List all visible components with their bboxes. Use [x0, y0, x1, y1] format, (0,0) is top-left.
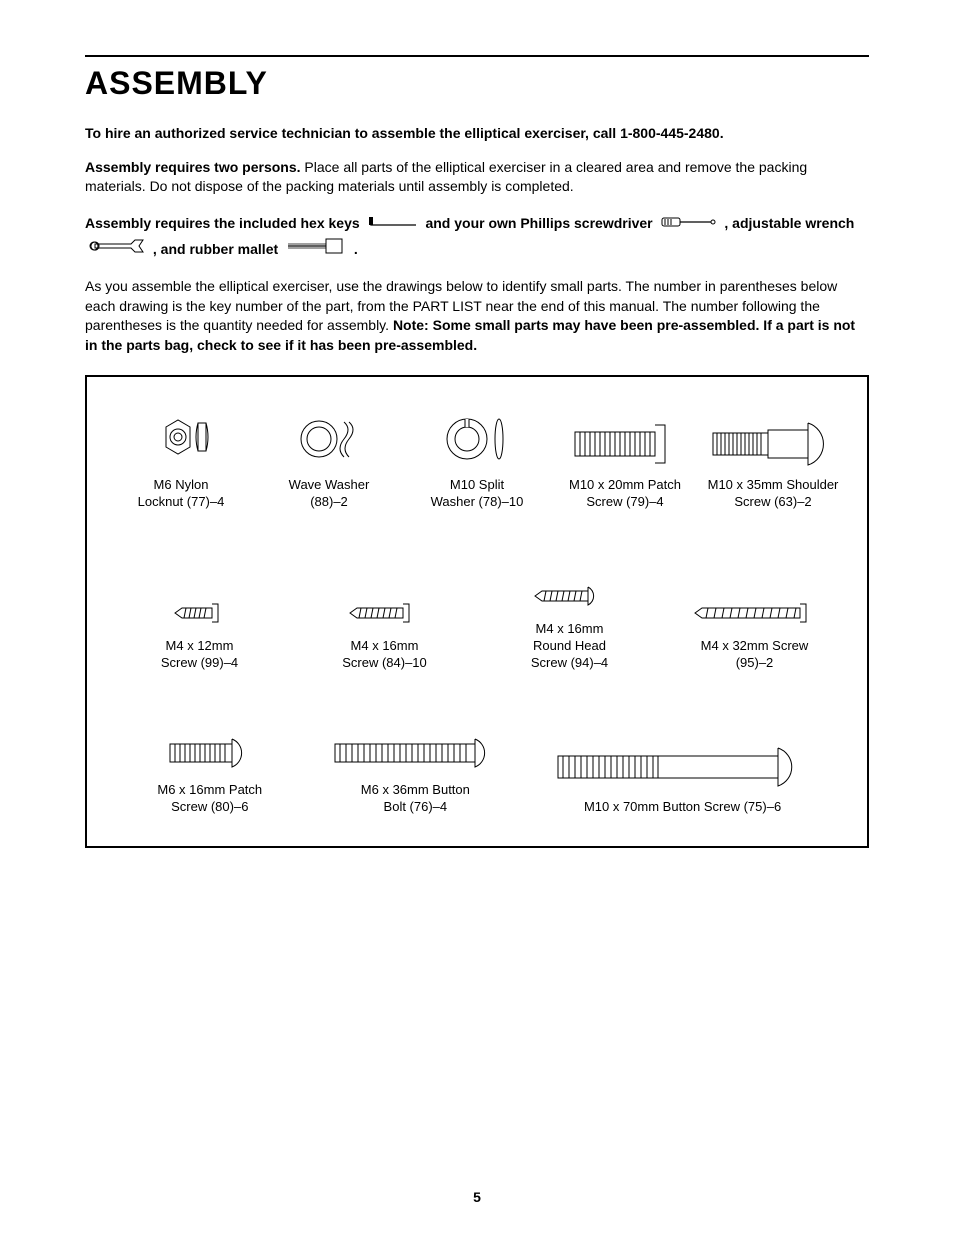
wave-washer-icon: [255, 407, 403, 467]
label: Screw (80)–6: [107, 799, 313, 816]
manual-page: ASSEMBLY To hire an authorized service t…: [0, 0, 954, 1235]
part-m4-12: M4 x 12mm Screw (99)–4: [107, 568, 292, 672]
part-m10-70-button: M10 x 70mm Button Screw (75)–6: [518, 729, 847, 816]
label: (95)–2: [662, 655, 847, 672]
tools-seg2: and your own Phillips screwdriver: [425, 215, 656, 231]
label: Bolt (76)–4: [313, 799, 519, 816]
label: M4 x 12mm: [107, 638, 292, 655]
para-identify: As you assemble the elliptical exerciser…: [85, 277, 869, 355]
screwdriver-icon: [661, 211, 717, 236]
label: M4 x 32mm Screw: [662, 638, 847, 655]
hex-key-icon: [368, 211, 418, 236]
label: Round Head: [477, 638, 662, 655]
tools-seg1: Assembly requires the included hex keys: [85, 215, 364, 231]
part-m4-32: M4 x 32mm Screw (95)–2: [662, 568, 847, 672]
part-shoulder-screw: M10 x 35mm Shoulder Screw (63)–2: [699, 407, 847, 511]
parts-row-2: M4 x 12mm Screw (99)–4 M4 x 16mm Screw (…: [107, 551, 847, 672]
label: M10 Split: [403, 477, 551, 494]
label: Locknut (77)–4: [107, 494, 255, 511]
label: (88)–2: [255, 494, 403, 511]
screw-icon: [477, 551, 662, 611]
screw-icon: [107, 568, 292, 628]
tools-seg3: , adjustable wrench: [724, 215, 854, 231]
tools-line: Assembly requires the included hex keys …: [85, 211, 869, 263]
label: M10 x 20mm Patch: [551, 477, 699, 494]
label: Screw (84)–10: [292, 655, 477, 672]
parts-row-1: M6 Nylon Locknut (77)–4 Wave Washer (88)…: [107, 407, 847, 511]
screw-icon: [292, 568, 477, 628]
intro-line: To hire an authorized service technician…: [85, 124, 869, 144]
wrench-icon: [89, 237, 145, 262]
label: M6 x 16mm Patch: [107, 782, 313, 799]
screw-icon: [662, 568, 847, 628]
label: M6 Nylon: [107, 477, 255, 494]
part-patch-screw-20: M10 x 20mm Patch Screw (79)–4: [551, 407, 699, 511]
label: Washer (78)–10: [403, 494, 551, 511]
part-split-washer: M10 Split Washer (78)–10: [403, 407, 551, 511]
label: Wave Washer: [255, 477, 403, 494]
split-washer-icon: [403, 407, 551, 467]
label: Screw (79)–4: [551, 494, 699, 511]
part-locknut: M6 Nylon Locknut (77)–4: [107, 407, 255, 511]
patch-screw-icon: [551, 407, 699, 467]
part-m4-16: M4 x 16mm Screw (84)–10: [292, 568, 477, 672]
parts-row-3: M6 x 16mm Patch Screw (80)–6 M6 x 36mm B…: [107, 712, 847, 816]
para2-bold: Assembly requires two persons.: [85, 159, 301, 175]
label: M4 x 16mm: [477, 621, 662, 638]
shoulder-screw-icon: [699, 407, 847, 467]
tools-seg5: .: [354, 241, 358, 257]
page-number: 5: [0, 1189, 954, 1205]
tools-seg4: , and rubber mallet: [153, 241, 282, 257]
label: Screw (94)–4: [477, 655, 662, 672]
para-two-persons: Assembly requires two persons. Place all…: [85, 158, 869, 197]
label: M10 x 35mm Shoulder: [699, 477, 847, 494]
part-wave-washer: Wave Washer (88)–2: [255, 407, 403, 511]
locknut-icon: [107, 407, 255, 467]
top-rule: [85, 55, 869, 57]
bolt-icon: [518, 729, 847, 789]
bolt-icon: [107, 712, 313, 772]
page-title: ASSEMBLY: [85, 65, 869, 102]
bolt-icon: [313, 712, 519, 772]
parts-identification-box: M6 Nylon Locknut (77)–4 Wave Washer (88)…: [85, 375, 869, 847]
part-m6-36-button: M6 x 36mm Button Bolt (76)–4: [313, 712, 519, 816]
part-m4-16-round: M4 x 16mm Round Head Screw (94)–4: [477, 551, 662, 672]
label: Screw (63)–2: [699, 494, 847, 511]
label: M6 x 36mm Button: [313, 782, 519, 799]
label: M4 x 16mm: [292, 638, 477, 655]
part-m6-16-patch: M6 x 16mm Patch Screw (80)–6: [107, 712, 313, 816]
label: M10 x 70mm Button Screw (75)–6: [518, 799, 847, 816]
mallet-icon: [286, 237, 346, 263]
label: Screw (99)–4: [107, 655, 292, 672]
